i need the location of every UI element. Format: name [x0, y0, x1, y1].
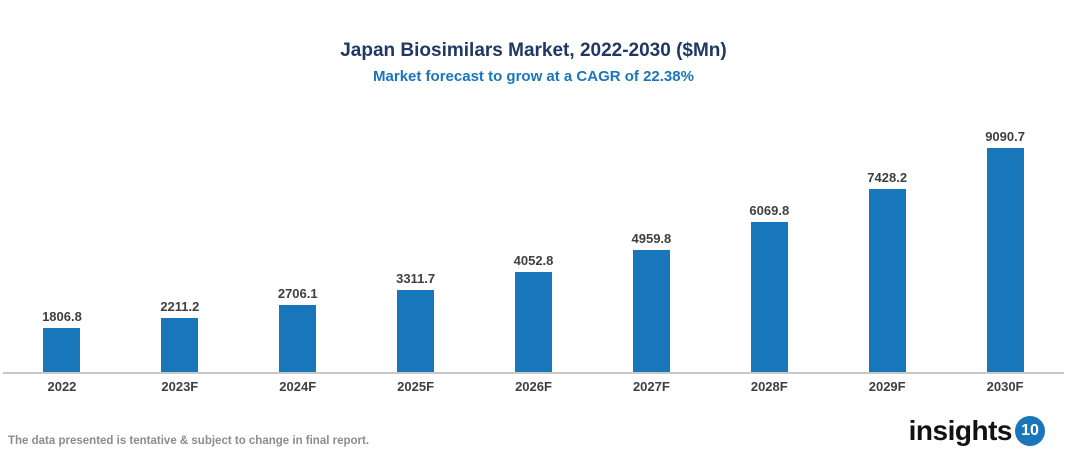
bar-column: 2211.2: [121, 128, 239, 372]
x-tick-label: 2027F: [632, 379, 670, 394]
bar: [986, 148, 1024, 372]
plot-area: 1806.8 2211.2 2706.1 3311.7 4052.8 4959.8 6069…: [3, 128, 1064, 374]
bar-value-label: 2211.2: [160, 298, 200, 314]
bar-column: 6069.8: [710, 128, 828, 372]
bar-column: 4052.8: [475, 128, 593, 372]
bar-column: 9090.7: [946, 128, 1064, 372]
x-tick-label: 2024F: [279, 379, 317, 394]
x-tick-label: 2028F: [750, 379, 788, 394]
x-tick-label: 2030F: [986, 379, 1024, 394]
bar: [868, 189, 906, 372]
logo-text: insights: [908, 415, 1013, 446]
bar-value-label: 9090.7: [985, 129, 1025, 144]
disclaimer-text: The data presented is tentative & subjec…: [8, 435, 370, 447]
chart-header: Japan Biosimilars Market, 2022-2030 ($Mn…: [0, 0, 1067, 86]
x-tick-label: 2025F: [397, 379, 435, 394]
insights10-logo: insights 10: [909, 416, 1045, 446]
bar: [161, 317, 199, 372]
bar: [750, 222, 788, 372]
chart-subtitle: Market forecast to grow at a CAGR of 22.…: [373, 68, 694, 85]
bar-value-label: 3311.7: [396, 271, 436, 287]
chart-title: Japan Biosimilars Market, 2022-2030 ($Mn…: [340, 40, 727, 61]
bar-column: 1806.8: [3, 128, 121, 372]
bar-column: 3311.7: [357, 128, 475, 372]
bar-column: 2706.1: [239, 128, 357, 372]
bar-column: 7428.2: [828, 128, 946, 372]
bar-value-label: 4959.8: [631, 230, 672, 246]
bar: [632, 249, 670, 372]
bar-value-label: 4052.8: [513, 253, 554, 269]
x-tick-label: 2022: [47, 379, 77, 394]
bar-chart: 1806.8 2211.2 2706.1 3311.7 4052.8 4959.8 6069…: [3, 128, 1064, 394]
bar: [43, 327, 81, 372]
bar-value-label: 6069.8: [749, 203, 790, 219]
bar-value-label: 1806.8: [42, 308, 82, 324]
x-tick-label: 2023F: [161, 379, 199, 394]
bar-value-label: 2706.1: [277, 286, 318, 302]
bar-value-label: 7428.2: [867, 170, 908, 185]
x-tick-label: 2029F: [868, 379, 906, 394]
bar: [279, 305, 317, 372]
x-tick-label: 2026F: [515, 379, 552, 394]
x-axis-labels: 2022 2023F 2024F 2025F 2026F 2027F 2028F 2029F 2…: [3, 379, 1064, 394]
logo-badge: 10: [1015, 416, 1045, 446]
bar-column: 4959.8: [592, 128, 710, 372]
bar: [515, 272, 552, 372]
bar: [397, 290, 435, 372]
